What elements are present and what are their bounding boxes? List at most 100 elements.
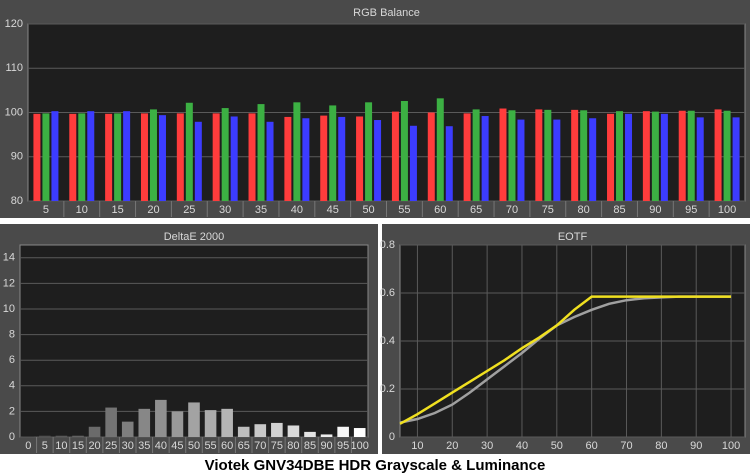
- bar: [72, 435, 84, 437]
- x-tick-label: 100: [351, 440, 369, 452]
- bar: [185, 102, 193, 201]
- x-tick-label: 55: [398, 204, 410, 216]
- bar: [337, 426, 349, 437]
- caption: Viotek GNV34DBE HDR Grayscale & Luminanc…: [205, 457, 546, 474]
- x-tick-label: 100: [718, 204, 736, 216]
- bar: [22, 436, 35, 437]
- y-tick-label: 0.4: [380, 335, 395, 347]
- x-tick-label: 30: [481, 440, 493, 452]
- x-tick-label: 25: [183, 204, 195, 216]
- bar: [55, 435, 68, 437]
- bar: [696, 117, 704, 201]
- chart-title: EOTF: [558, 231, 588, 243]
- bar: [39, 435, 51, 437]
- x-tick-label: 20: [446, 440, 458, 452]
- bar: [51, 111, 59, 201]
- bar: [660, 113, 668, 201]
- line: [399, 295, 732, 425]
- x-tick-label: 100: [722, 440, 740, 452]
- bar: [302, 118, 310, 201]
- bar: [445, 126, 453, 201]
- x-tick-label: 65: [238, 440, 250, 452]
- x-tick-label: 95: [337, 440, 349, 452]
- y-tick-label: 80: [11, 195, 23, 207]
- x-tick-label: 50: [362, 204, 374, 216]
- y-tick-label: 120: [5, 18, 23, 30]
- bar: [230, 116, 238, 201]
- x-tick-label: 50: [551, 440, 563, 452]
- y-tick-label: 0: [389, 431, 395, 443]
- bar: [221, 408, 233, 437]
- bar: [687, 110, 695, 201]
- x-tick-label: 35: [255, 204, 267, 216]
- bar: [427, 112, 435, 201]
- chart-title: RGB Balance: [353, 7, 420, 19]
- y-tick-label: 0.6: [380, 287, 395, 299]
- x-tick-label: 90: [320, 440, 332, 452]
- y-tick-label: 0.8: [380, 239, 395, 251]
- bar: [155, 399, 167, 437]
- bar: [105, 407, 117, 437]
- bar: [271, 422, 283, 437]
- bar: [248, 113, 256, 201]
- y-tick-label: 110: [5, 62, 23, 74]
- bar: [42, 113, 50, 201]
- bar: [78, 113, 86, 201]
- y-tick-label: 10: [3, 303, 15, 315]
- bar: [517, 119, 525, 201]
- bar: [481, 116, 489, 201]
- bar: [625, 113, 633, 201]
- y-tick-label: 4: [9, 380, 15, 392]
- x-tick-label: 15: [112, 204, 124, 216]
- x-tick-label: 15: [72, 440, 84, 452]
- x-tick-label: 10: [76, 204, 88, 216]
- bar: [400, 100, 408, 201]
- x-tick-label: 90: [649, 204, 661, 216]
- bar: [651, 111, 659, 201]
- y-tick-label: 6: [9, 354, 15, 366]
- bar: [257, 104, 265, 201]
- y-tick-label: 14: [3, 252, 15, 264]
- bar: [589, 118, 597, 201]
- x-tick-label: 45: [327, 204, 339, 216]
- x-tick-label: 60: [221, 440, 233, 452]
- x-tick-label: 70: [254, 440, 266, 452]
- x-tick-label: 10: [55, 440, 67, 452]
- bar: [194, 121, 202, 201]
- bar: [544, 109, 552, 201]
- bar: [714, 109, 722, 201]
- x-tick-label: 30: [122, 440, 134, 452]
- x-tick-label: 40: [291, 204, 303, 216]
- bar: [616, 111, 624, 201]
- bar: [221, 108, 229, 201]
- bar: [158, 115, 166, 201]
- x-tick-label: 80: [578, 204, 590, 216]
- y-tick-label: 90: [11, 151, 23, 163]
- bar: [266, 121, 274, 201]
- bar: [149, 109, 157, 201]
- bar: [642, 111, 650, 201]
- x-tick-label: 45: [171, 440, 183, 452]
- x-tick-label: 70: [620, 440, 632, 452]
- y-tick-label: 0.2: [380, 383, 395, 395]
- bar: [114, 113, 122, 201]
- bar: [254, 424, 267, 437]
- x-tick-label: 50: [188, 440, 200, 452]
- x-tick-label: 80: [655, 440, 667, 452]
- bar: [69, 113, 77, 201]
- bar: [391, 111, 399, 201]
- bar: [105, 113, 113, 201]
- x-tick-label: 10: [411, 440, 423, 452]
- bar: [171, 411, 184, 437]
- x-tick-label: 5: [43, 204, 49, 216]
- x-tick-label: 85: [304, 440, 316, 452]
- x-tick-label: 80: [287, 440, 299, 452]
- bar: [535, 109, 543, 201]
- bar: [499, 108, 507, 201]
- bar: [87, 111, 95, 201]
- y-tick-label: 8: [9, 329, 15, 341]
- bar: [472, 109, 480, 201]
- x-tick-label: 60: [586, 440, 598, 452]
- x-tick-label: 30: [219, 204, 231, 216]
